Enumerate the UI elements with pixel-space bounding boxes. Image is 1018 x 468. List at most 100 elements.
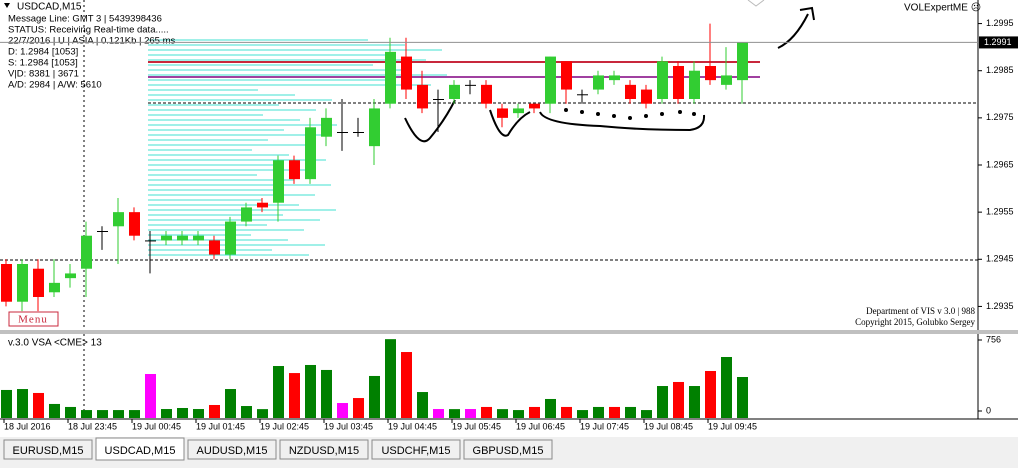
annotation-curve	[539, 111, 706, 132]
annotation-arrow	[777, 6, 815, 49]
volume-bar	[129, 410, 140, 418]
tab[interactable]	[95, 437, 185, 461]
candle-body	[433, 99, 444, 100]
volume-bar	[177, 407, 188, 418]
symbol-icon	[4, 3, 10, 8]
volume-bar	[481, 406, 492, 418]
indicator-name: VOLExpertME ☹	[904, 2, 981, 14]
tab[interactable]	[187, 439, 277, 460]
tab-label[interactable]: AUDUSD,M15	[197, 445, 268, 457]
volume-bar	[529, 406, 540, 418]
volume-bar	[97, 410, 108, 418]
tab[interactable]	[3, 439, 93, 460]
candle-body	[385, 51, 396, 104]
candle-body	[337, 132, 348, 133]
volume-bar	[641, 410, 652, 418]
candle-body	[641, 89, 652, 104]
volume-bar	[593, 406, 604, 418]
candle-body	[113, 212, 124, 227]
y-tick-label: 0	[986, 405, 991, 415]
candle-body	[449, 84, 460, 99]
candle-body	[689, 70, 700, 99]
candle-body	[225, 221, 236, 255]
candle-body	[513, 108, 524, 114]
info-line: STATUS: Receiving Real-time data.....	[8, 25, 169, 36]
candle-body	[33, 268, 44, 297]
volume-bar	[385, 339, 396, 418]
volume-bar	[65, 406, 76, 418]
volume-bar	[337, 403, 348, 418]
candle-body	[593, 75, 604, 90]
info-line: D: 1.2984 [1053]	[8, 47, 78, 58]
volume-bar	[81, 410, 92, 418]
menu-button[interactable]	[8, 311, 59, 327]
annotation-arrow	[747, 0, 765, 7]
candle-body	[65, 273, 76, 279]
volume-bar	[225, 389, 236, 418]
candle-body	[721, 75, 732, 85]
candle-body	[161, 235, 172, 241]
candle-body	[705, 66, 716, 81]
x-tick-label: 19 Jul 09:45	[708, 421, 757, 431]
current-price-label: 1.2991	[984, 37, 1012, 47]
candle-body	[177, 235, 188, 241]
volume-bar	[561, 406, 572, 418]
x-tick-label: 19 Jul 08:45	[644, 421, 693, 431]
volume-bar	[449, 409, 460, 418]
volume-bar	[737, 377, 748, 418]
dot	[628, 116, 632, 120]
tab-label[interactable]: EURUSD,M15	[13, 445, 84, 457]
tab[interactable]	[463, 439, 553, 460]
volume-bar	[369, 375, 380, 418]
tabs: EURUSD,M15 USDCAD,M15 AUDUSD,M15 NZDUSD,M15…	[3, 437, 553, 461]
info-line: 22/7/2016 | U | ASIA | 0.121Kb | 265 ms	[8, 36, 176, 47]
x-tick-label: 19 Jul 04:45	[388, 421, 437, 431]
volume-bar	[417, 392, 428, 418]
volume-bar	[513, 410, 524, 418]
tab-label[interactable]: GBPUSD,M15	[473, 445, 544, 457]
info-line: A/D: 2984 | A/W: 5610	[8, 80, 102, 91]
volume-bar	[209, 404, 220, 418]
candle-body	[193, 235, 204, 241]
volume-bar	[689, 386, 700, 418]
y-tick-label: 1.2985	[986, 65, 1014, 75]
volume-bar	[657, 386, 668, 418]
volume-bar	[497, 409, 508, 418]
credit: Department of VIS v 3.0 | 988	[866, 306, 975, 316]
candle-body	[529, 103, 540, 109]
volume-bar	[433, 409, 444, 418]
y-tick-label: 1.2935	[986, 301, 1014, 311]
volume-bar	[465, 409, 476, 418]
candle-body	[353, 132, 364, 133]
candle-body	[609, 75, 620, 81]
annotation-curve	[489, 109, 531, 137]
volume-bar	[161, 409, 172, 418]
candle-body	[289, 160, 300, 180]
candle-body	[545, 56, 556, 104]
candle-body	[401, 56, 412, 90]
volume-bar	[113, 410, 124, 418]
candle-body	[497, 108, 508, 118]
volume-bar	[33, 392, 44, 418]
volume-bar	[705, 370, 716, 418]
candle-body	[49, 282, 60, 293]
annotations	[404, 0, 815, 143]
candle-body	[305, 127, 316, 180]
x-tick-label: 19 Jul 05:45	[452, 421, 501, 431]
volume-bar	[609, 406, 620, 418]
dot	[612, 114, 616, 118]
candle-body	[673, 66, 684, 99]
candle-body	[17, 264, 28, 302]
tab[interactable]	[279, 439, 369, 460]
dot	[596, 112, 600, 116]
tab-label[interactable]: NZDUSD,M15	[289, 445, 359, 457]
tab-label[interactable]: USDCAD,M15	[105, 445, 176, 457]
candle-body	[321, 117, 332, 137]
volume-bar	[17, 389, 28, 418]
tab[interactable]	[371, 439, 461, 460]
tab-label[interactable]: USDCHF,M15	[381, 445, 450, 457]
volume-bar	[305, 364, 316, 418]
menu-label[interactable]: Menu	[18, 314, 48, 326]
y-tick-label: 1.2965	[986, 159, 1014, 169]
